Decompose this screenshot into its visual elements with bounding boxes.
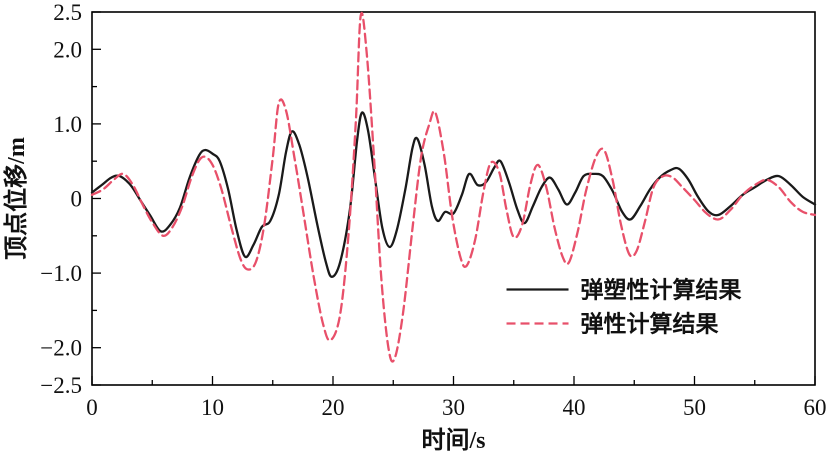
x-tick-label: 30 [442, 395, 465, 420]
y-tick-label: 2.5 [53, 0, 82, 25]
series-line-elastoplastic [90, 111, 817, 278]
x-tick-label: 50 [683, 395, 706, 420]
y-tick-label: −1.0 [40, 261, 82, 286]
x-axis-title: 时间/s [421, 427, 485, 454]
legend-label: 弹性计算结果 [581, 311, 719, 337]
x-axis: 0 10 20 30 40 50 60 [86, 376, 827, 420]
y-tick-label: −2.0 [40, 336, 82, 361]
x-tick-label: 0 [86, 395, 98, 420]
y-axis: 2.5 2.0 1.0 0 −1.0 −2.0 −2.5 [40, 0, 101, 398]
y-tick-label: 1.0 [53, 112, 82, 137]
legend-label: 弹塑性计算结果 [581, 277, 742, 303]
y-tick-label: 0 [71, 187, 83, 212]
series-line-elastic [90, 11, 817, 363]
y-tick-label: −2.5 [40, 373, 82, 398]
x-tick-label: 40 [563, 395, 586, 420]
y-axis-title: 顶点位移/m [2, 137, 30, 260]
x-tick-label: 60 [804, 395, 827, 420]
y-tick-label: 2.0 [53, 37, 82, 62]
x-tick-label: 10 [201, 395, 224, 420]
x-tick-label: 20 [322, 395, 345, 420]
